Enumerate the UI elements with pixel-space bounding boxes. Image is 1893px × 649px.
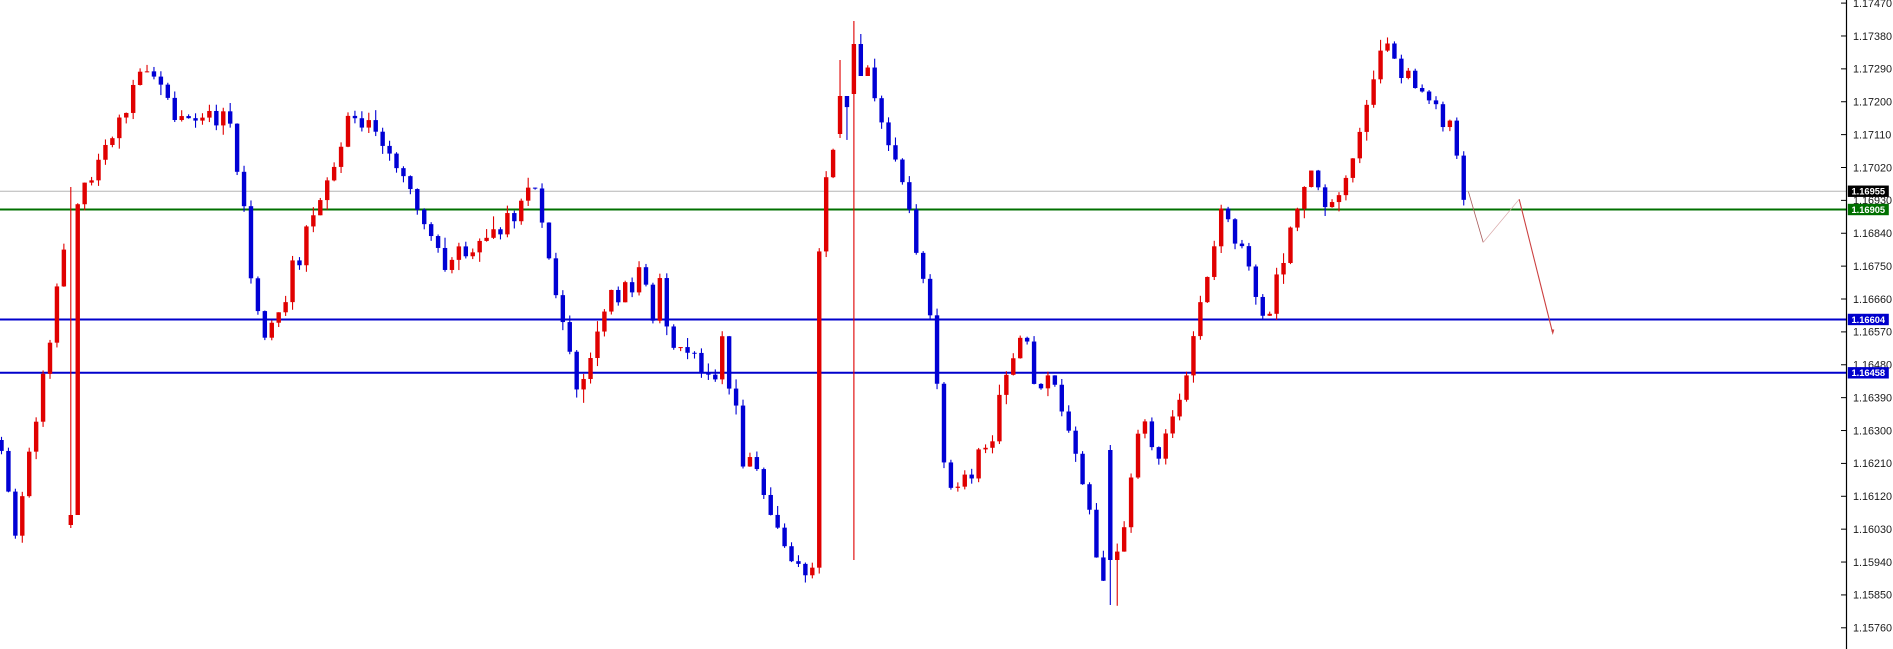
- svg-text:1.16210: 1.16210: [1853, 458, 1892, 470]
- svg-text:1.16840: 1.16840: [1853, 228, 1892, 240]
- svg-text:1.16390: 1.16390: [1853, 392, 1892, 404]
- svg-text:1.16120: 1.16120: [1853, 491, 1892, 503]
- svg-text:1.15850: 1.15850: [1853, 590, 1892, 602]
- svg-text:1.16458: 1.16458: [1851, 368, 1885, 378]
- svg-text:1.16905: 1.16905: [1851, 205, 1885, 215]
- svg-text:1.17200: 1.17200: [1853, 97, 1892, 109]
- svg-text:1.17470: 1.17470: [1853, 0, 1892, 10]
- svg-text:1.17110: 1.17110: [1853, 129, 1891, 141]
- svg-text:1.15760: 1.15760: [1853, 623, 1892, 635]
- svg-text:1.17380: 1.17380: [1853, 31, 1892, 43]
- svg-text:1.16030: 1.16030: [1853, 524, 1892, 536]
- svg-text:1.17020: 1.17020: [1853, 162, 1892, 174]
- svg-text:1.15940: 1.15940: [1853, 557, 1892, 569]
- svg-text:1.16604: 1.16604: [1851, 315, 1885, 325]
- svg-text:1.16660: 1.16660: [1853, 294, 1892, 306]
- svg-text:1.17290: 1.17290: [1853, 64, 1892, 76]
- svg-text:1.16300: 1.16300: [1853, 425, 1892, 437]
- svg-text:1.16955: 1.16955: [1851, 187, 1885, 197]
- svg-text:1.16570: 1.16570: [1853, 327, 1892, 339]
- svg-text:1.16750: 1.16750: [1853, 261, 1892, 273]
